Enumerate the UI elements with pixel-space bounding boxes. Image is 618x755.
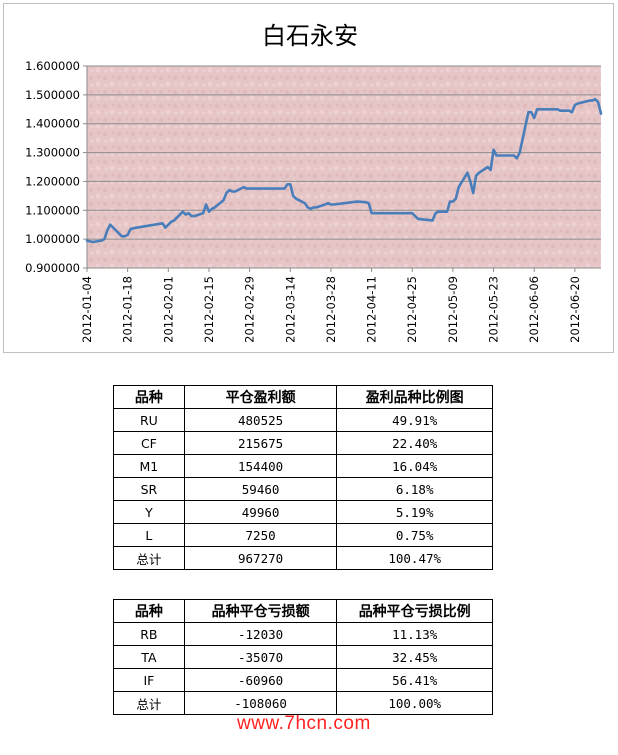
axes xyxy=(86,66,601,269)
y-tick-label: 1.100000 xyxy=(25,203,80,217)
table-cell: 56.41% xyxy=(336,668,493,692)
table-cell: 967270 xyxy=(183,546,338,570)
chart-frame: 白石永安 0.900000 1.000000 1.100000 1.200000 1.3… xyxy=(3,3,614,353)
x-tick-label: 2012-05-23 xyxy=(487,276,501,343)
table-row: L 7250 0.75% xyxy=(113,523,493,547)
table-row: TA -35070 32.45% xyxy=(113,645,493,669)
x-tick-label: 2012-05-09 xyxy=(446,276,460,343)
table-cell: -12030 xyxy=(183,622,338,646)
table-cell: 总计 xyxy=(113,691,185,715)
line-chart: 白石永安 0.900000 1.000000 1.100000 1.200000 1.3… xyxy=(25,22,603,343)
column-header: 平仓盈利额 xyxy=(183,385,338,409)
table-cell: RU xyxy=(113,408,185,432)
loss-table: 品种 品种平仓亏损额 品种平仓亏损比例 RB -12030 11.13% TA … xyxy=(113,599,493,715)
x-tick-label: 2012-06-20 xyxy=(568,276,582,343)
series-layer xyxy=(85,97,603,244)
x-axis-tick-labels: 2012-01-04 2012-01-18 2012-02-01 2012-02-15… xyxy=(80,268,582,343)
table-cell: 6.18% xyxy=(336,477,493,501)
x-tick-label: 2012-02-15 xyxy=(202,276,216,343)
watermark-text: www.7hcn.com xyxy=(237,713,371,734)
y-tick-label: 0.900000 xyxy=(25,261,80,275)
table-row: Y 49960 5.19% xyxy=(113,500,493,524)
column-header: 品种 xyxy=(113,599,185,623)
table-cell: 49.91% xyxy=(336,408,493,432)
column-header: 品种平仓亏损额 xyxy=(183,599,338,623)
table-cell: TA xyxy=(113,645,185,669)
table-cell: 11.13% xyxy=(336,622,493,646)
table-cell: 22.40% xyxy=(336,431,493,455)
x-tick-label: 2012-03-14 xyxy=(283,276,297,343)
table-row: SR 59460 6.18% xyxy=(113,477,493,501)
x-tick-label: 2012-04-11 xyxy=(365,276,379,343)
table-cell: -60960 xyxy=(183,668,338,692)
table-cell: 7250 xyxy=(183,523,338,547)
table-cell: 总计 xyxy=(113,546,185,570)
chart-title: 白石永安 xyxy=(262,22,358,50)
y-tick-label: 1.500000 xyxy=(25,88,80,102)
x-tick-label: 2012-02-01 xyxy=(161,276,175,343)
table-total-row: 总计 967270 100.47% xyxy=(113,546,493,570)
x-tick-label: 2012-01-18 xyxy=(121,276,135,343)
table-cell: 100.47% xyxy=(336,546,493,570)
table-cell: 32.45% xyxy=(336,645,493,669)
table-header-row: 品种 品种平仓亏损额 品种平仓亏损比例 xyxy=(113,599,493,623)
profit-table: 品种 平仓盈利额 盈利品种比例图 RU 480525 49.91% CF 215… xyxy=(113,385,493,570)
table-row: RU 480525 49.91% xyxy=(113,408,493,432)
table-row: RB -12030 11.13% xyxy=(113,622,493,646)
table-cell: IF xyxy=(113,668,185,692)
table-cell: 480525 xyxy=(183,408,338,432)
y-tick-label: 1.400000 xyxy=(25,117,80,131)
y-axis-tick-labels: 0.900000 1.000000 1.100000 1.200000 1.300000… xyxy=(25,59,87,275)
y-tick-label: 1.300000 xyxy=(25,146,80,160)
table-cell: Y xyxy=(113,500,185,524)
table-cell: -108060 xyxy=(183,691,338,715)
x-tick-label: 2012-01-04 xyxy=(80,276,94,343)
column-header: 盈利品种比例图 xyxy=(336,385,493,409)
table-total-row: 总计 -108060 100.00% xyxy=(113,691,493,715)
column-header: 品种 xyxy=(113,385,185,409)
table-cell: 100.00% xyxy=(336,691,493,715)
table-cell: L xyxy=(113,523,185,547)
table-cell: 0.75% xyxy=(336,523,493,547)
x-tick-label: 2012-02-29 xyxy=(243,276,257,343)
gridlines xyxy=(87,65,601,240)
table-cell: 59460 xyxy=(183,477,338,501)
table-cell: 5.19% xyxy=(336,500,493,524)
table-cell: RB xyxy=(113,622,185,646)
y-tick-label: 1.000000 xyxy=(25,232,80,246)
x-tick-label: 2012-04-25 xyxy=(405,276,419,343)
table-cell: 215675 xyxy=(183,431,338,455)
table-cell: M1 xyxy=(113,454,185,478)
y-tick-label: 1.200000 xyxy=(25,174,80,188)
table-cell: CF xyxy=(113,431,185,455)
table-row: CF 215675 22.40% xyxy=(113,431,493,455)
plot-background xyxy=(87,66,601,268)
table-row: M1 154400 16.04% xyxy=(113,454,493,478)
x-tick-label: 2012-03-28 xyxy=(324,276,338,343)
table-header-row: 品种 平仓盈利额 盈利品种比例图 xyxy=(113,385,493,409)
table-cell: -35070 xyxy=(183,645,338,669)
table-cell: 16.04% xyxy=(336,454,493,478)
series-line-0 xyxy=(85,97,603,244)
column-header: 品种平仓亏损比例 xyxy=(336,599,493,623)
table-cell: SR xyxy=(113,477,185,501)
x-tick-label: 2012-06-06 xyxy=(527,276,541,343)
table-row: IF -60960 56.41% xyxy=(113,668,493,692)
table-cell: 154400 xyxy=(183,454,338,478)
y-tick-label: 1.600000 xyxy=(25,59,80,73)
table-cell: 49960 xyxy=(183,500,338,524)
